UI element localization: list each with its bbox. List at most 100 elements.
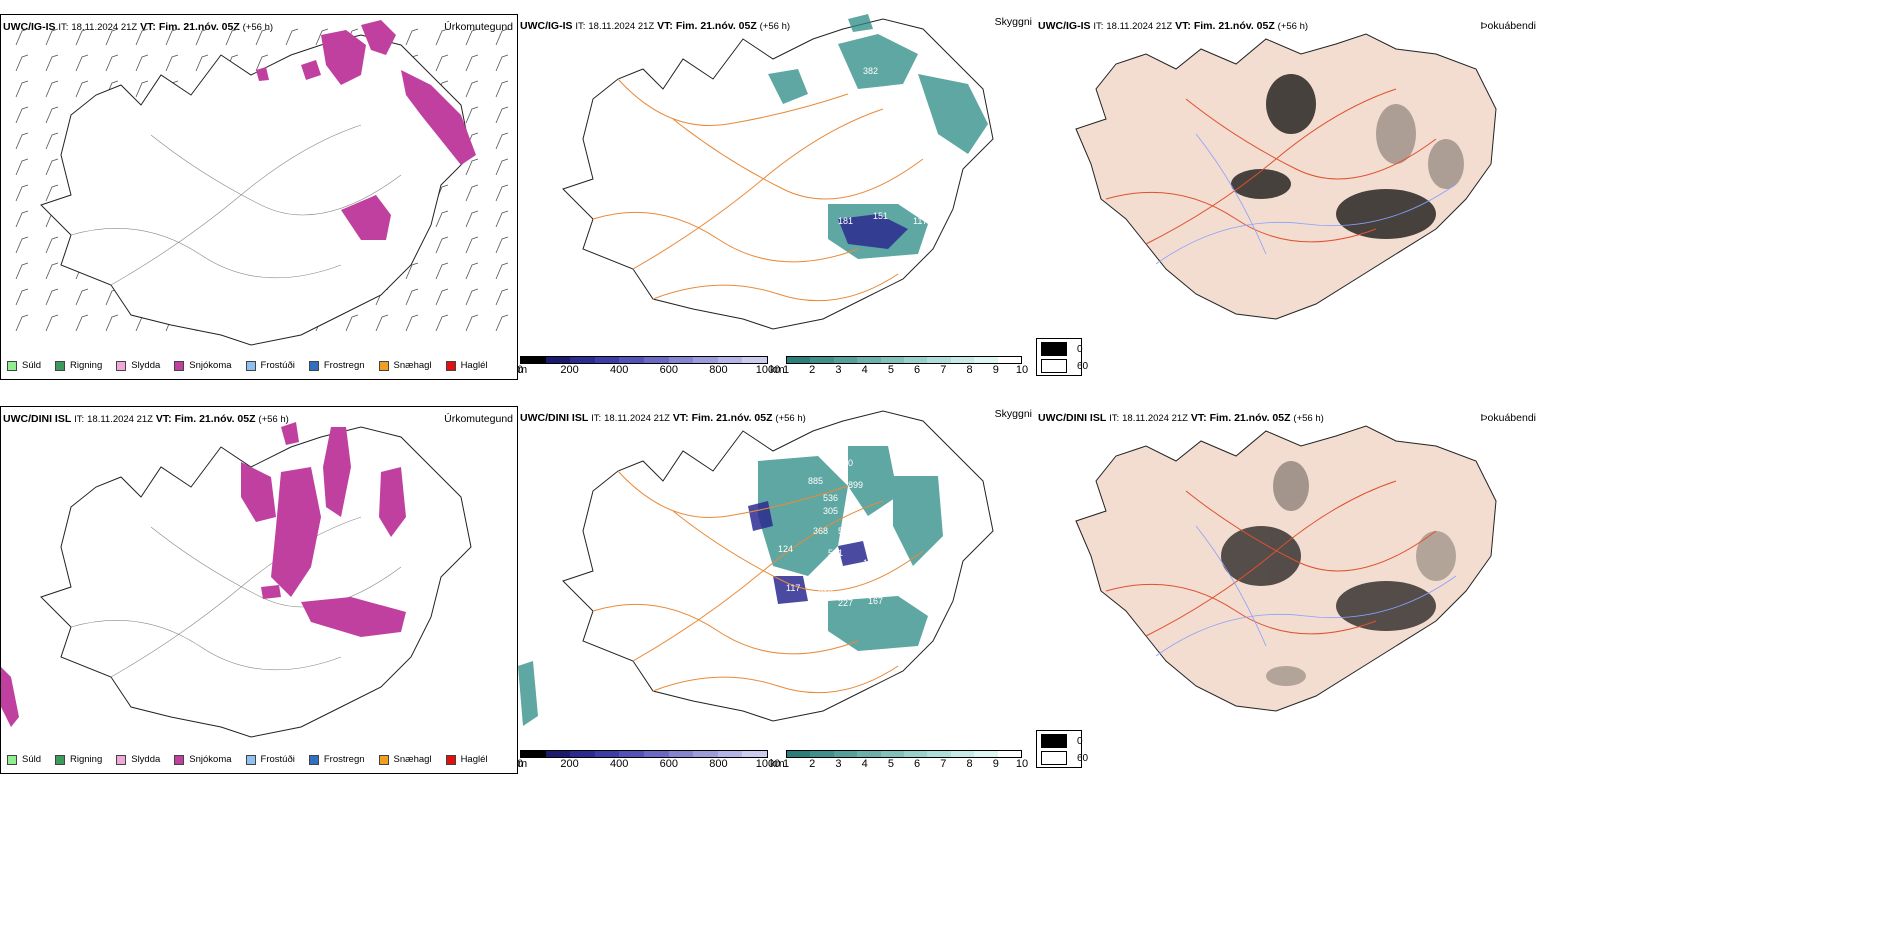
legend-item: Slydda: [116, 360, 160, 371]
colorbar-tick: 2: [809, 758, 816, 770]
ceiling-label: 561: [828, 548, 843, 558]
ceiling-label: 124: [778, 544, 793, 554]
colorbar-tick: 8: [966, 364, 973, 376]
ceiling-label: 214: [733, 568, 748, 578]
colorbar-tick: 3: [835, 758, 842, 770]
colorbar-segment: [619, 751, 644, 757]
colorbar-tick: 5: [887, 758, 894, 770]
colorbar-segment: [742, 751, 767, 757]
colorbar-segment: [833, 357, 858, 363]
legend-label: Frostúði: [260, 360, 295, 371]
legend-swatch: [445, 360, 456, 371]
colorbar-segment: [950, 751, 975, 757]
colorbar-tick: 8: [966, 758, 973, 770]
colorbar-segment: [693, 357, 718, 363]
panel-title: Úrkomutegund: [444, 21, 513, 33]
colorbar-tick: 10: [1015, 364, 1029, 376]
colorbar-segment: [857, 751, 881, 757]
legend-swatch: [55, 360, 66, 371]
legend-label: Snjókoma: [189, 754, 232, 765]
precip-type-panel-top: UWC/IG-IS IT: 18.11.2024 21Z VT: Fim. 21…: [0, 14, 518, 380]
panel-title: Skyggni: [994, 408, 1032, 420]
colorbar-tick: 400: [610, 364, 629, 376]
fog-swatch-60: [1041, 359, 1067, 373]
colorbar-segment: [594, 751, 620, 757]
fog-panel-bottom: UWC/DINI ISL IT: 18.11.2024 21Z VT: Fim.…: [1036, 406, 1536, 774]
ceiling-label: 117: [786, 583, 800, 593]
fog-map: [1075, 425, 1497, 712]
ceiling-label: 940: [838, 458, 853, 468]
precip-type-panel-bottom: UWC/DINI ISL IT: 18.11.2024 21Z VT: Fim.…: [0, 406, 518, 774]
legend-item: Haglél: [445, 754, 488, 765]
legend-label: Snæhagl: [393, 360, 432, 371]
panel-header: UWC/IG-IS IT: 18.11.2024 21Z VT: Fim. 21…: [520, 20, 791, 32]
legend-item: Frostúði: [245, 360, 295, 371]
colorbar-tick: 600: [659, 758, 678, 770]
legend-label: Haglél: [460, 360, 488, 371]
ceiling-label: 135: [913, 598, 928, 608]
legend-swatch: [174, 360, 185, 371]
legend-label: Súld: [22, 360, 42, 371]
ceiling-label: 227: [838, 598, 853, 608]
legend-label: Haglél: [460, 754, 488, 765]
legend-swatch: [116, 360, 127, 371]
colorbar-segment: [570, 751, 595, 757]
visibility-map: 940 885 899 536 305 368 572 124 561 151 310 227 167 1…: [518, 410, 994, 726]
colorbar-segment: [950, 357, 975, 363]
legend-item: Snjókoma: [174, 360, 232, 371]
legend-label: Rigning: [70, 360, 103, 371]
legend-item: Slydda: [116, 754, 160, 765]
colorbar-segment: [668, 751, 694, 757]
legend-item: Frostregn: [308, 754, 365, 765]
fog-legend: 0 60: [1036, 730, 1088, 768]
ceiling-label: 572: [838, 526, 853, 536]
colorbar-tick: 2: [809, 364, 816, 376]
legend-item: Súld: [7, 754, 41, 765]
legend-item: Frostúði: [245, 754, 295, 765]
colorbar-tick: 9: [992, 364, 999, 376]
colorbar-tick: 400: [610, 758, 629, 770]
legend-swatch: [445, 754, 456, 765]
colorbar-segment: [787, 751, 811, 757]
fog-indicator-dark: [1221, 461, 1456, 686]
colorbar-segment: [717, 751, 743, 757]
colorbar-tick: 200: [560, 758, 579, 770]
legend-label: Slydda: [131, 360, 161, 371]
ceiling-label: 368: [813, 526, 828, 536]
fog-legend: 0 60: [1036, 338, 1088, 376]
colorbar-tick: 0: [518, 364, 524, 376]
colorbar-segment: [619, 357, 644, 363]
colorbar-segment: [717, 357, 743, 363]
fog-indicator-dark: [1231, 74, 1464, 239]
colorbar-segment: [904, 751, 928, 757]
colorbar-tick: 1000: [755, 758, 781, 770]
panel-header: UWC/IG-IS IT: 18.11.2024 21Z VT: Fim. 21…: [3, 21, 274, 33]
colorbar-tick: 7: [940, 758, 947, 770]
ceiling-label: 536: [823, 493, 838, 503]
panel-header: UWC/DINI ISL IT: 18.11.2024 21Z VT: Fim.…: [520, 412, 806, 424]
panel-title: Úrkomutegund: [444, 413, 513, 425]
panel-title: Þokuábendi: [1480, 20, 1536, 32]
colorbar-segment: [974, 751, 998, 757]
iceland-map: [1, 422, 472, 738]
colorbar-segment: [693, 751, 718, 757]
legend-label: Snjókoma: [189, 360, 232, 371]
visibility-colorbar: km 1 2 3 4 5 6 7 8 9 10: [770, 750, 1030, 774]
ceiling-label: 117: [913, 216, 927, 226]
colorbar-segment: [904, 357, 928, 363]
legend-label: Snæhagl: [393, 754, 432, 765]
colorbar-tick: 6: [914, 758, 921, 770]
colorbar-tick: 0: [518, 758, 524, 770]
snow-areas: [1, 422, 406, 727]
legend-swatch: [7, 360, 17, 371]
fog-swatch-0: [1041, 734, 1067, 748]
colorbar-segment: [810, 357, 834, 363]
legend-swatch: [116, 754, 127, 765]
fog-map: [1075, 33, 1497, 320]
legend-swatch: [245, 360, 256, 371]
colorbar-tick: 10: [1015, 758, 1029, 770]
colorbar-segment: [643, 751, 669, 757]
colorbar-tick: 1000: [755, 364, 781, 376]
colorbar-segment: [927, 357, 951, 363]
legend-label: Rigning: [70, 754, 103, 765]
